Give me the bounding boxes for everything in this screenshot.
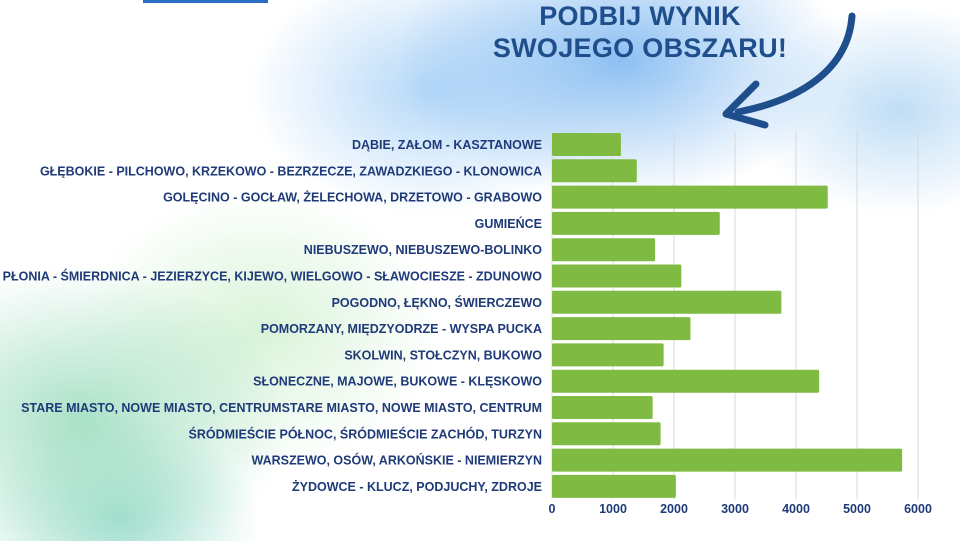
bar [552,448,903,472]
x-tick-label: 1000 [599,502,627,516]
bar [552,422,661,446]
bar [552,185,828,209]
headline-line-1: PODBIJ WYNIK [539,1,741,31]
category-label: DĄBIE, ZAŁOM - KASZTANOWE [352,138,542,152]
x-tick-label: 3000 [721,502,749,516]
bar [552,474,676,498]
category-label: WARSZEWO, OSÓW, ARKOŃSKIE - NIEMIERZYN [251,453,542,468]
x-tick-label: 4000 [782,502,810,516]
x-tick-label: 2000 [660,502,688,516]
category-label: GOLĘCINO - GOCŁAW, ŻELECHOWA, DRZETOWO -… [163,190,542,205]
top-accent-bar [143,0,268,3]
bar [552,396,653,419]
category-label: SKOLWIN, STOŁCZYN, BUKOWO [344,348,542,362]
category-label: NIEBUSZEWO, NIEBUSZEWO-BOLINKO [304,243,542,257]
x-tick-label: 0 [549,502,556,516]
category-label: ŻYDOWCE - KLUCZ, PODJUCHY, ZDROJE [292,479,542,494]
category-label: ŚRÓDMIEŚCIE PÓŁNOC, ŚRÓDMIEŚCIE ZACHÓD, … [189,426,543,441]
bar [552,264,682,288]
bar [552,369,820,393]
bar [552,290,782,314]
headline-line-2: SWOJEGO OBSZARU! [492,33,788,63]
bar [552,343,664,367]
bar [552,317,691,341]
category-label: POMORZANY, MIĘDZYODRZE - WYSPA PUCKA [261,322,542,336]
bar [552,159,637,183]
x-tick-label: 5000 [843,502,871,516]
category-label: PŁONIA - ŚMIERDNICA - JEZIERZYCE, KIJEWO… [3,269,543,284]
category-label: POGODNO, ŁĘKNO, ŚWIERCZEWO [332,295,543,310]
category-label: SŁONECZNE, MAJOWE, BUKOWE - KLĘSKOWO [253,375,542,389]
category-label: GUMIEŃCE [475,216,542,231]
x-tick-label: 6000 [904,502,932,516]
arrow-icon [722,12,856,129]
bar [552,211,720,235]
category-label: GŁĘBOKIE - PILCHOWO, KRZEKOWO - BEZRZECZ… [40,164,542,178]
bar [552,133,621,156]
bar [552,238,656,262]
category-label: STARE MIASTO, NOWE MIASTO, CENTRUMSTARE … [21,401,542,415]
